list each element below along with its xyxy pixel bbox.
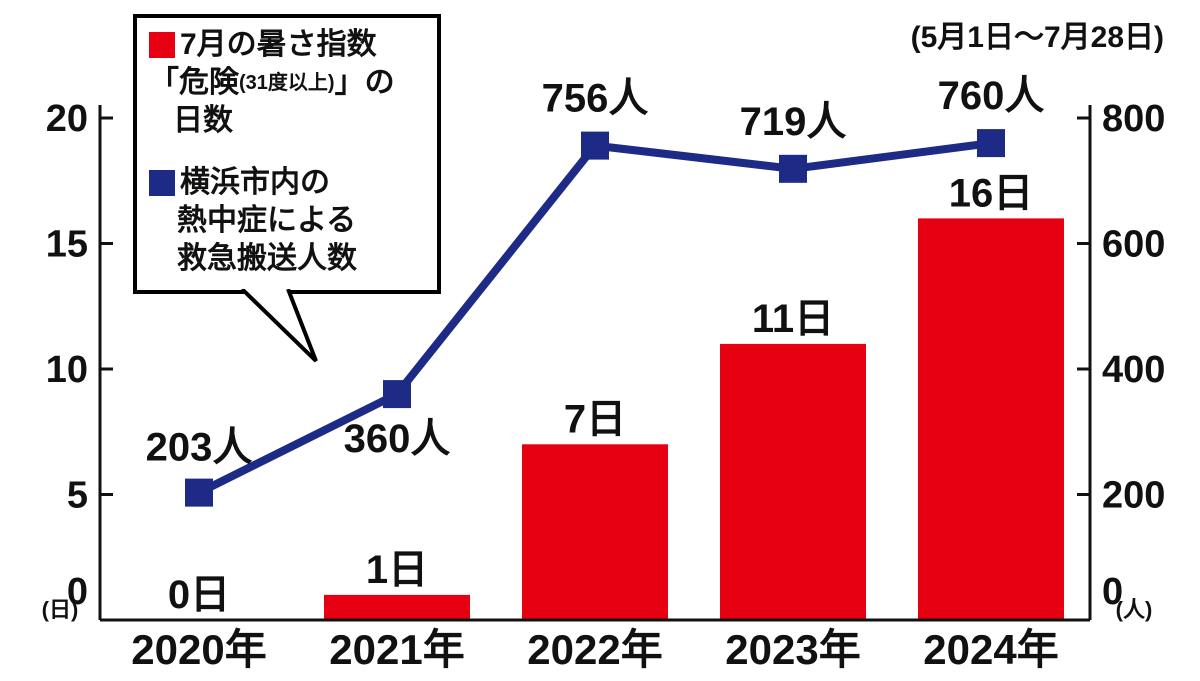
line-marker-2022年 [581,131,609,160]
left-axis-tick-label: 5 [67,475,88,517]
line-marker-2024年 [977,129,1005,158]
right-axis-tick-label: 0 [1102,571,1123,613]
right-axis-tick-label: 800 [1102,98,1165,140]
line-label-2024年: 760人 [938,74,1045,118]
right-axis-unit: (人) [1116,597,1153,622]
line-label-2020年: 203人 [146,426,253,470]
legend-line-line2: 熱中症による [177,204,357,237]
category-label-2024年: 2024年 [923,626,1058,673]
bar-label-2022年: 7日 [564,397,626,441]
legend-line-line1: 横浜市内の [180,166,330,199]
line-marker-2023年 [779,154,807,183]
left-axis-tick-label: 10 [46,349,88,391]
bar-label-2023年: 11日 [752,297,834,341]
line-marker-2021年 [383,380,411,409]
right-axis-tick-label: 200 [1102,475,1165,517]
bar-series-swatch-icon [149,32,175,58]
left-axis-tick-label: 15 [46,224,88,266]
bar-2024年 [918,218,1064,620]
legend-bar-line3: 日数 [173,104,233,137]
legend-bar-line2-post: 」の [334,66,395,99]
line-series-swatch-icon [149,170,175,196]
bar-2022年 [522,444,668,620]
legend-bar-line2-pre: 「危険 [149,66,239,99]
category-label-2020年: 2020年 [131,626,266,673]
legend-bar-line2: 「危険 (31度以上) 」の [149,64,427,102]
legend-bar-line2-small: (31度以上) [239,72,335,94]
period-note: (5月1日〜7月28日) [910,21,1164,54]
legend-item-bar-series: 7月の暑さ指数 [149,26,427,64]
category-label-2021年: 2021年 [329,626,464,673]
left-axis-tick-label: 20 [46,98,88,140]
legend-item-line-series: 横浜市内の [149,164,427,202]
line-label-2022年: 756人 [542,77,649,121]
bar-label-2024年: 16日 [949,171,1034,215]
line-marker-2020年 [185,478,213,507]
bar-label-2020年: 0日 [168,573,230,617]
bar-2021年 [324,594,470,620]
category-label-2023年: 2023年 [725,626,860,673]
right-axis-tick-label: 600 [1102,224,1165,266]
line-label-2023年: 719人 [740,100,847,144]
bar-label-2021年: 1日 [366,548,428,592]
category-label-2022年: 2022年 [527,626,662,673]
bar-2023年 [720,343,866,620]
legend-spacer [149,140,427,164]
legend-bar-line1: 7月の暑さ指数 [180,28,377,61]
line-label-2021年: 360人 [344,417,451,461]
left-axis-unit: (日) [42,597,79,622]
legend-box: 7月の暑さ指数 「危険 (31度以上) 」の 日数 横浜市内の 熱中症による 救… [133,14,441,294]
legend-callout-tail [240,289,318,363]
legend-line-line3: 救急搬送人数 [177,242,357,275]
right-axis-tick-label: 400 [1102,349,1165,391]
left-axis-tick-label: 0 [67,571,88,613]
